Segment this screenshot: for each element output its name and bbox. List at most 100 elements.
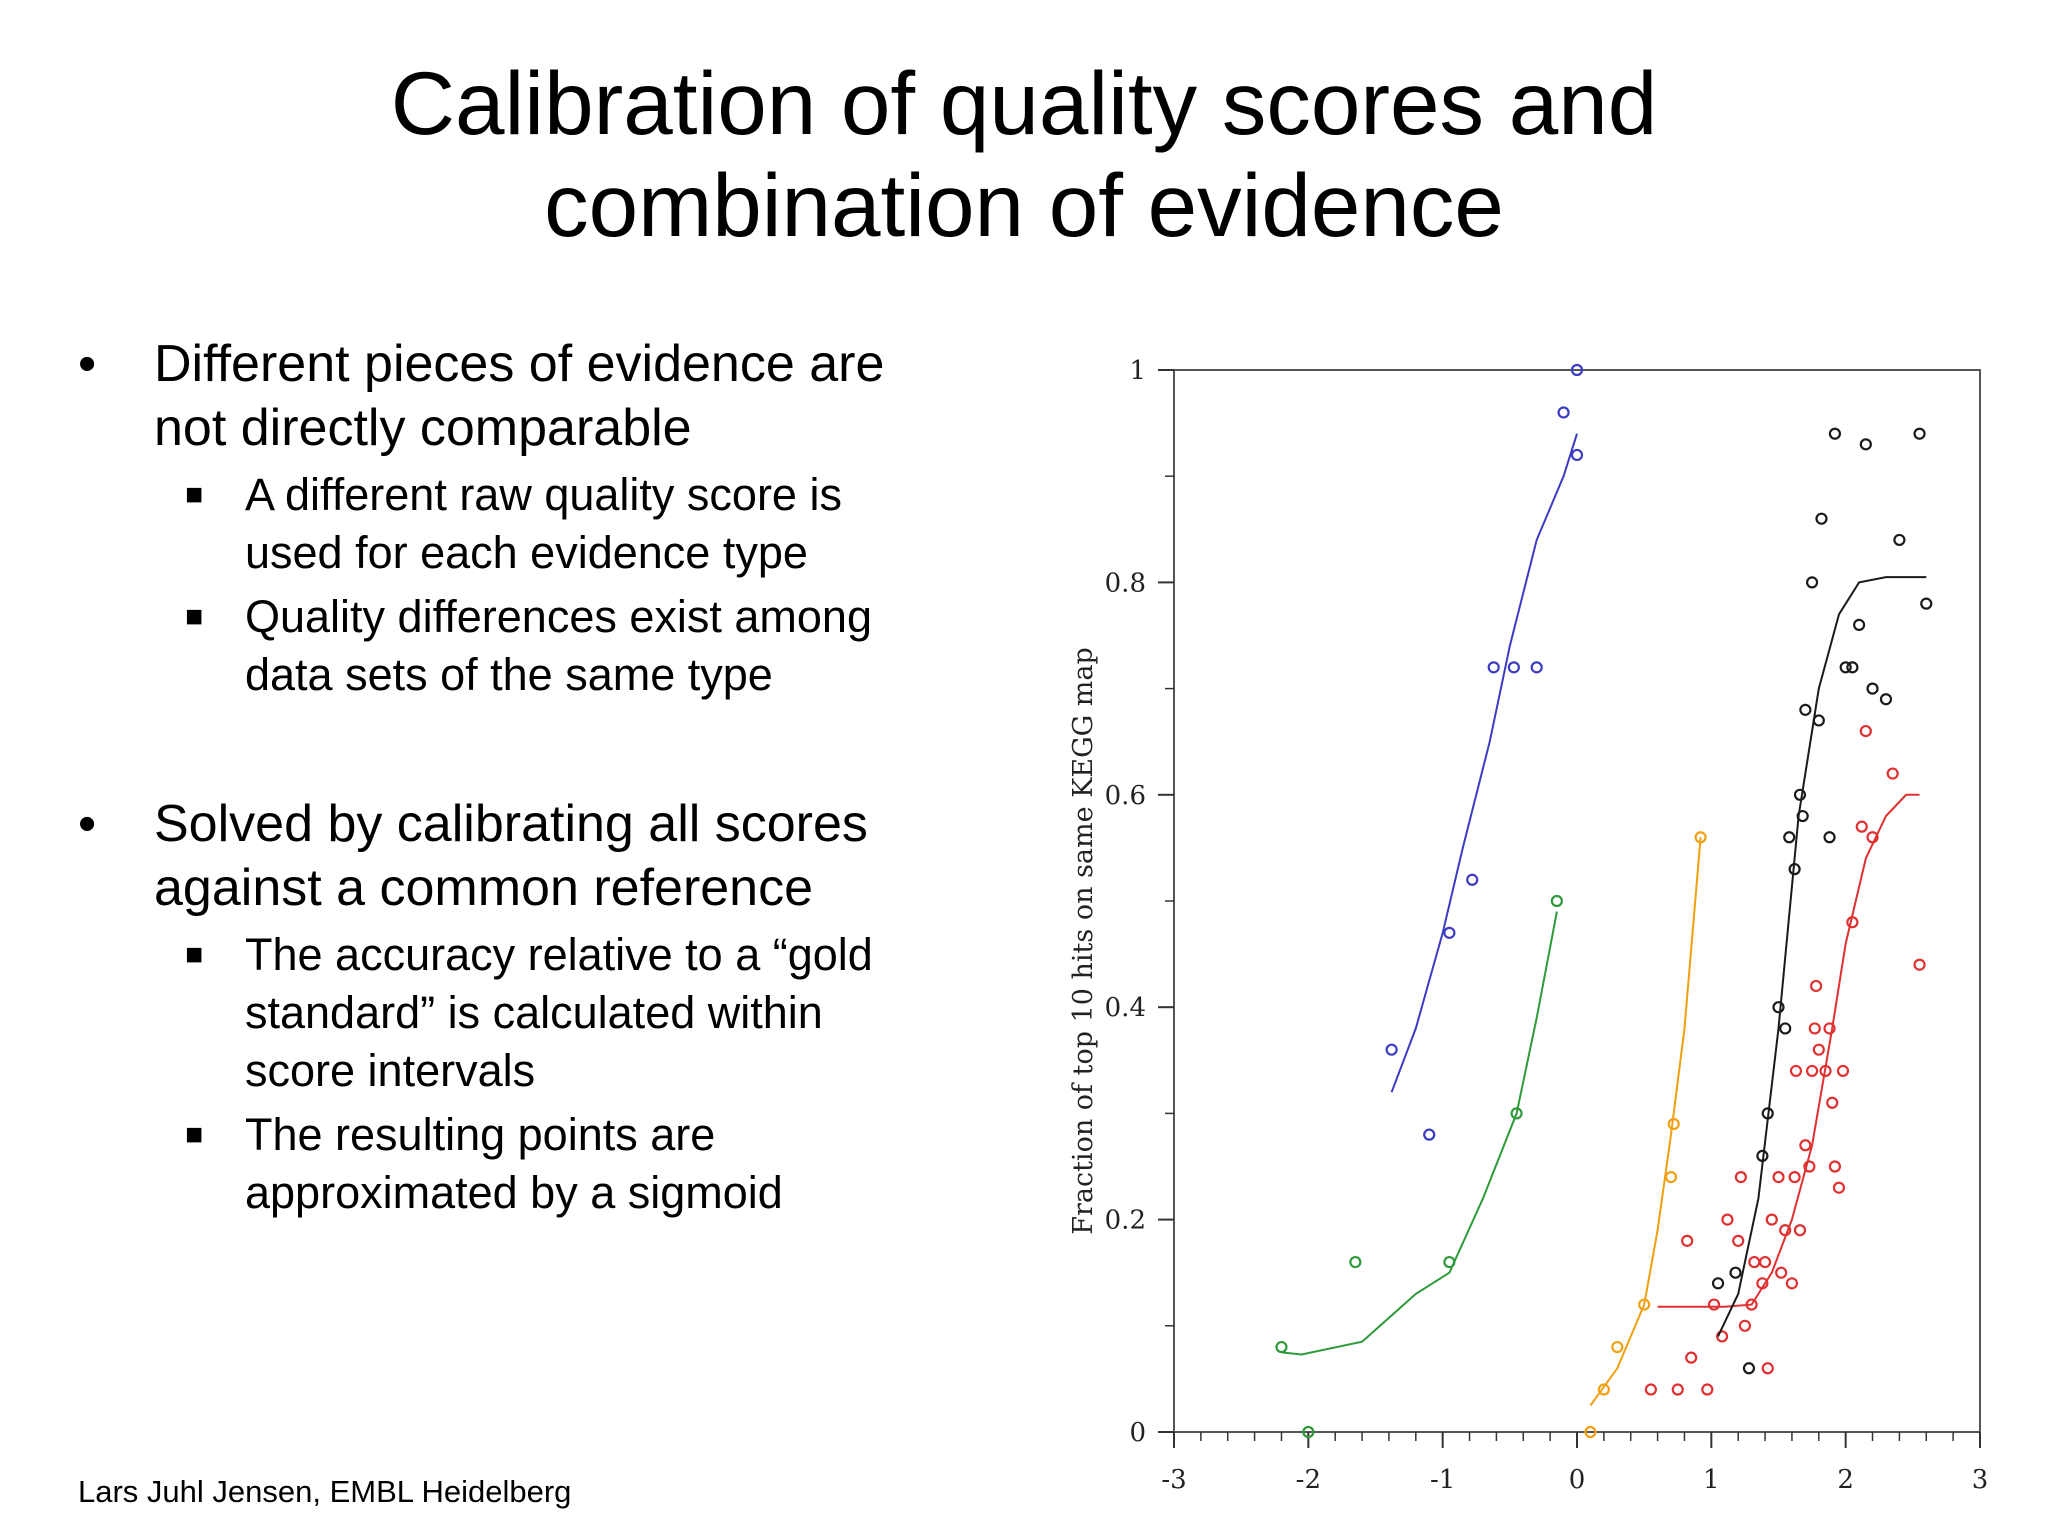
square-bullet-icon: ■ bbox=[185, 600, 204, 633]
series-5-sigmoid-line bbox=[1717, 576, 1927, 1337]
series-1-point bbox=[1385, 1043, 1398, 1056]
series-3-point bbox=[1611, 1340, 1624, 1354]
series-4-point bbox=[1832, 1181, 1846, 1194]
bullet-dot-icon: • bbox=[78, 335, 97, 393]
series-4-point bbox=[1805, 1064, 1819, 1078]
series-5-point bbox=[1796, 809, 1809, 823]
series-4-point bbox=[1789, 1064, 1803, 1078]
series-2-point bbox=[1510, 1107, 1523, 1120]
series-4-point bbox=[1715, 1330, 1729, 1343]
series-4-point bbox=[1732, 1234, 1745, 1247]
series-4-point bbox=[1738, 1319, 1752, 1332]
sub-bullet-2-1-line-2: standard” is calculated within bbox=[245, 987, 823, 1038]
series-5-point bbox=[1866, 682, 1879, 695]
bullet-1-line-1: Different pieces of evidence are bbox=[154, 335, 885, 393]
series-5-point bbox=[1772, 1001, 1785, 1014]
series-4-point bbox=[1799, 1139, 1812, 1152]
series-4-point bbox=[1748, 1255, 1761, 1269]
series-3-point bbox=[1694, 831, 1707, 844]
series-4-point bbox=[1721, 1213, 1734, 1226]
x-tick-label: -2 bbox=[1296, 1465, 1321, 1495]
series-1-point bbox=[1466, 873, 1479, 886]
series-2-point bbox=[1302, 1425, 1315, 1439]
series-5-point bbox=[1828, 427, 1842, 440]
calibration-scatter-chart: -3 -2 -1 0 1 2 3 0 0.2 0.4 0.6 0.8 1 Fraction of top … bbox=[1068, 356, 1988, 1495]
series-4-point bbox=[1758, 1255, 1772, 1269]
series-4-point bbox=[1846, 916, 1859, 929]
series-4-point bbox=[1855, 820, 1868, 833]
series-5-point bbox=[1823, 831, 1836, 844]
series-4-point bbox=[1808, 1022, 1821, 1035]
series-4-point bbox=[1913, 958, 1926, 971]
square-bullet-icon: ■ bbox=[185, 938, 204, 971]
sub-bullet-2-2: ■ The resulting points are approximated … bbox=[78, 1106, 998, 1222]
series-5-point bbox=[1893, 533, 1906, 547]
sub-bullet-2-1: ■ The accuracy relative to a “gold stand… bbox=[78, 926, 998, 1100]
series-4-point bbox=[1734, 1171, 1747, 1184]
series-5-point bbox=[1920, 597, 1933, 610]
series-4-point bbox=[1866, 831, 1879, 844]
series-4-point bbox=[1803, 1160, 1816, 1173]
series-4-point bbox=[1793, 1224, 1807, 1237]
square-bullet-icon: ■ bbox=[185, 478, 204, 511]
series-4-point bbox=[1681, 1234, 1694, 1247]
series-2-point bbox=[1550, 894, 1563, 908]
series-4-point bbox=[1761, 1362, 1774, 1375]
series-5-point bbox=[1879, 693, 1893, 706]
sub-bullet-2-2-line-1: The resulting points are bbox=[245, 1109, 716, 1160]
series-5-point bbox=[1805, 576, 1819, 589]
bullet-dot-icon: • bbox=[78, 795, 97, 853]
series-5-point bbox=[1793, 788, 1807, 801]
sub-bullet-1-2: ■ Quality differences exist among data s… bbox=[78, 588, 998, 704]
x-tick-label: -1 bbox=[1430, 1465, 1455, 1495]
bullet-list: • Different pieces of evidence are not d… bbox=[78, 332, 998, 1222]
series-4-point bbox=[1812, 1043, 1825, 1056]
sub-bullet-2-2-line-2: approximated by a sigmoid bbox=[245, 1167, 783, 1218]
series-4-point bbox=[1823, 1022, 1836, 1035]
series-4-point bbox=[1779, 1224, 1792, 1237]
series-4-sigmoid-line bbox=[1657, 793, 1920, 1308]
series-5-point bbox=[1846, 661, 1859, 674]
series-4-point bbox=[1745, 1298, 1758, 1311]
x-tick-label: 2 bbox=[1837, 1465, 1854, 1495]
series-2-point bbox=[1443, 1255, 1456, 1269]
y-tick-label: 0.2 bbox=[1105, 1206, 1146, 1236]
sub-bullet-1-2-line-1: Quality differences exist among bbox=[245, 591, 872, 642]
series-5-point bbox=[1852, 618, 1866, 631]
series-5-point bbox=[1729, 1266, 1742, 1279]
series-3-point bbox=[1667, 1117, 1680, 1131]
x-tick-label: 0 bbox=[1569, 1465, 1586, 1495]
series-5-point bbox=[1839, 661, 1852, 674]
series-4-point bbox=[1701, 1383, 1714, 1396]
y-tick-label: 0.6 bbox=[1105, 781, 1146, 811]
square-bullet-icon: ■ bbox=[185, 1118, 204, 1151]
series-2-point bbox=[1275, 1340, 1288, 1354]
series-1-point bbox=[1557, 406, 1570, 419]
series-5-point bbox=[1859, 438, 1872, 451]
series-5-point bbox=[1742, 1362, 1756, 1375]
sub-bullet-1-1-line-2: used for each evidence type bbox=[245, 527, 808, 578]
series-5-point bbox=[1812, 714, 1825, 727]
series-5-point bbox=[1815, 512, 1828, 525]
sub-bullet-2-1-line-1: The accuracy relative to a “gold bbox=[245, 929, 873, 980]
bullet-1: • Different pieces of evidence are not d… bbox=[78, 332, 998, 460]
series-4-point bbox=[1707, 1298, 1721, 1311]
series-4-point bbox=[1859, 724, 1872, 738]
title-line-2: combination of evidence bbox=[544, 155, 1504, 255]
series-1-point bbox=[1530, 661, 1543, 674]
series-5-point bbox=[1913, 427, 1926, 440]
bullet-2-line-1: Solved by calibrating all scores bbox=[154, 795, 868, 853]
series-3-point bbox=[1597, 1383, 1610, 1396]
plot-frame bbox=[1173, 369, 1981, 1433]
y-tick-label: 0.8 bbox=[1105, 568, 1146, 598]
series-5-point bbox=[1779, 1022, 1792, 1035]
series-4-point bbox=[1772, 1171, 1785, 1184]
series-5-point bbox=[1711, 1277, 1725, 1290]
series-4-point bbox=[1756, 1277, 1769, 1290]
x-tick-label: 1 bbox=[1703, 1465, 1720, 1495]
series-1-point bbox=[1423, 1128, 1436, 1141]
slide-title: Calibration of quality scores and combin… bbox=[0, 52, 2048, 256]
bullet-1-line-2: not directly comparable bbox=[154, 399, 692, 457]
series-1-point bbox=[1507, 661, 1520, 674]
series-4-point bbox=[1775, 1266, 1788, 1279]
